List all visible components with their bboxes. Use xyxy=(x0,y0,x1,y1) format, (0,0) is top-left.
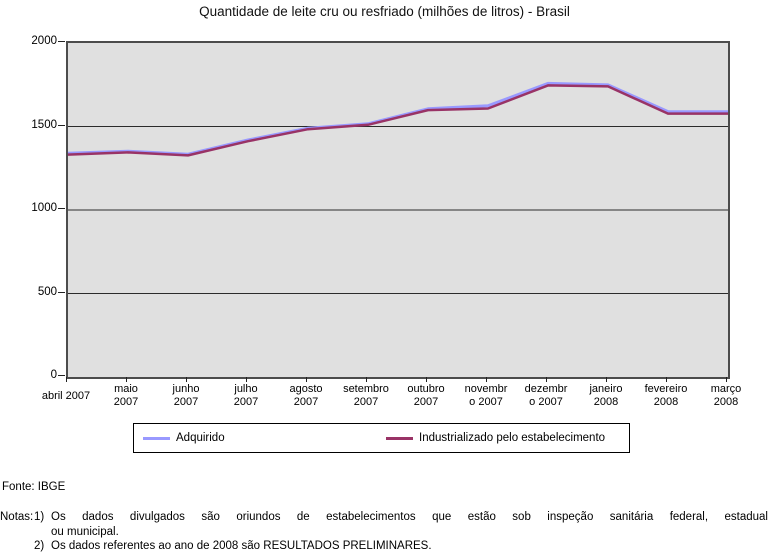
note-1-line-2: ou municipal. xyxy=(51,525,119,538)
plot-svg xyxy=(67,81,729,294)
x-axis-label-fevereiro-2008: fevereiro 2008 xyxy=(644,383,688,408)
chart-title: Quantidade de leite cru ou resfriado (mi… xyxy=(199,4,570,19)
x-axis-label-março-2008: março 2008 xyxy=(710,383,742,408)
y-axis-label-500: 500 xyxy=(37,285,57,298)
x-axis-tick xyxy=(66,377,67,382)
y-axis-label-1000: 1000 xyxy=(31,202,57,214)
x-axis-label-abril-2007: abril 2007 xyxy=(41,389,91,402)
legend-label: Industrializado pelo estabelecimento xyxy=(419,432,606,444)
note-row-2: 2) Os dados referentes ao ano de 2008 sã… xyxy=(0,539,768,554)
plot-area xyxy=(66,41,730,379)
y-axis-tick xyxy=(58,208,65,209)
x-axis-label-junho-2007: junho 2007 xyxy=(172,383,200,408)
x-axis-label-setembro-2007: setembro 2007 xyxy=(343,383,389,408)
x-axis-label-outubro-2007: outubro 2007 xyxy=(407,383,445,408)
x-axis-label-agosto-2007: agosto 2007 xyxy=(289,383,323,408)
x-axis-tick xyxy=(486,377,487,382)
note-1-line-1: Os dados divulgados são oriundos de esta… xyxy=(51,511,768,523)
legend-label: Adquirido xyxy=(176,432,225,444)
x-axis-tick xyxy=(126,377,127,382)
note-2-text: Os dados referentes ao ano de 2008 são R… xyxy=(51,540,432,552)
legend-swatch-icon xyxy=(143,436,170,440)
y-axis-tick xyxy=(58,291,65,293)
x-axis-tick xyxy=(186,377,187,382)
source-text: Fonte: IBGE xyxy=(2,481,66,493)
x-axis-tick xyxy=(366,377,367,382)
legend-swatch-icon xyxy=(386,436,413,440)
x-axis-tick xyxy=(306,377,307,382)
y-axis-label-0: 0 xyxy=(50,369,57,381)
x-axis-tick xyxy=(666,377,667,382)
note-1-text: Os dados divulgados são oriundos de esta… xyxy=(51,510,768,539)
x-axis-tick xyxy=(606,377,607,382)
x-axis-tick xyxy=(726,377,727,382)
x-axis-label-dezembro-2007: dezembr o 2007 xyxy=(524,383,568,408)
legend: Adquirido Industrializado pelo estabeleci… xyxy=(133,423,630,453)
x-axis-label-novembro-2007: novembr o 2007 xyxy=(464,383,508,408)
y-axis-label-1500: 1500 xyxy=(31,118,57,131)
legend-item-industrializado: Industrializado pelo estabelecimento xyxy=(386,424,605,452)
series-line-adquirido xyxy=(67,81,729,156)
x-axis-tick xyxy=(246,377,247,382)
y-axis-tick xyxy=(58,124,65,126)
y-axis-tick xyxy=(58,41,65,42)
note-row-1: Notas: 1) Os dados divulgados são oriund… xyxy=(0,510,768,539)
note-2-number: 2) xyxy=(34,540,45,552)
note-1-number: 1) xyxy=(34,511,45,523)
x-axis-label-julho-2007: julho 2007 xyxy=(233,383,259,408)
y-axis-tick xyxy=(58,375,65,376)
notes-label: Notas: xyxy=(0,511,34,523)
series-line-industrializado xyxy=(67,84,728,157)
x-axis-label-janeiro-2008: janeiro 2008 xyxy=(589,383,623,408)
y-axis-label-2000: 2000 xyxy=(31,35,57,47)
x-axis-tick xyxy=(546,377,547,382)
x-axis-tick xyxy=(426,377,427,382)
legend-item-adquirido: Adquirido xyxy=(143,424,225,452)
notes: Notas: 1) Os dados divulgados são oriund… xyxy=(0,510,768,554)
x-axis-label-maio-2007: maio 2007 xyxy=(113,383,139,408)
